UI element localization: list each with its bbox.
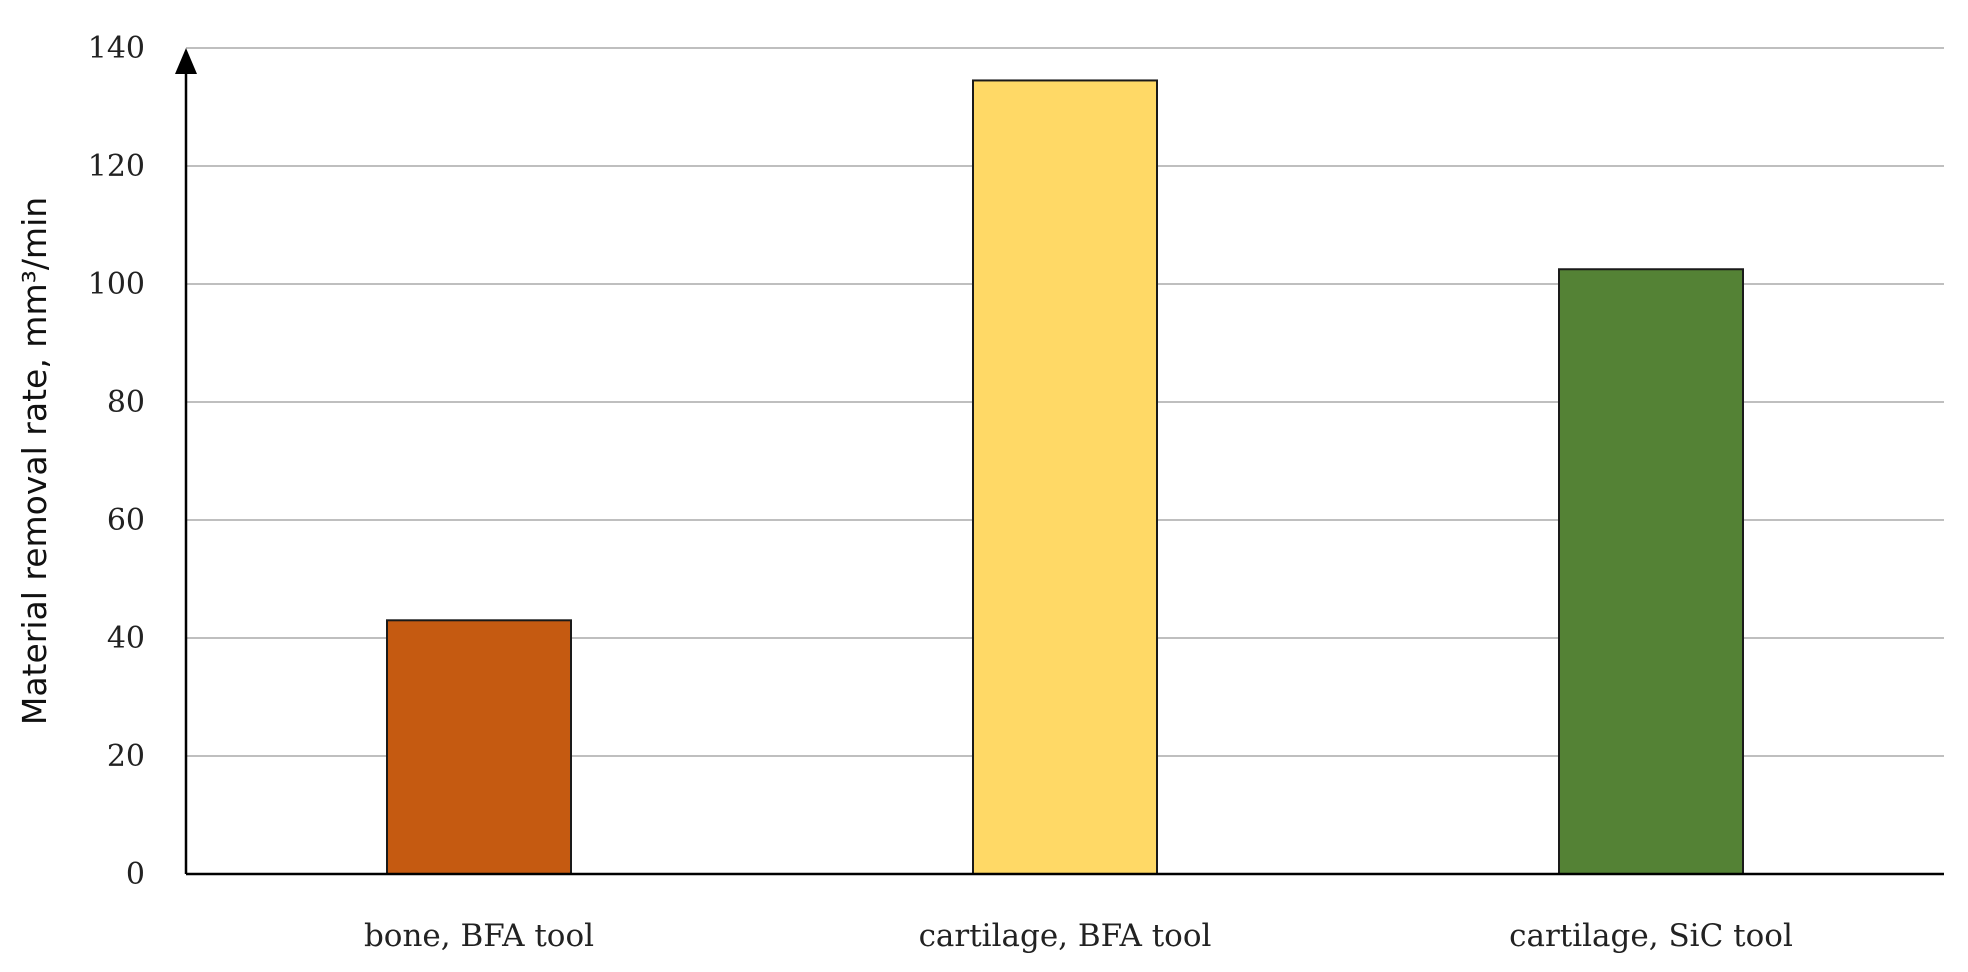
- y-axis-arrow-icon: [175, 48, 197, 74]
- y-tick-label: 120: [88, 149, 145, 184]
- y-tick-label: 140: [88, 31, 145, 66]
- bar-2: [972, 79, 1158, 875]
- y-axis-title: Material removal rate, mm³/min: [15, 197, 54, 725]
- y-tick-label: 40: [107, 621, 145, 656]
- x-tick-label: bone, BFA tool: [364, 918, 594, 954]
- bar-3: [1558, 268, 1744, 875]
- y-tick-label: 100: [88, 267, 145, 302]
- y-tick-label: 0: [126, 857, 145, 892]
- bars: [386, 79, 1744, 875]
- x-tick-label: cartilage, SiC tool: [1509, 918, 1793, 954]
- axes: [175, 48, 1944, 876]
- bar-1: [386, 619, 572, 875]
- y-tick-labels: 0 20 40 60 80 100 120 140: [88, 31, 145, 892]
- y-tick-label: 60: [107, 503, 145, 538]
- x-tick-label: cartilage, BFA tool: [919, 918, 1212, 954]
- y-tick-label: 20: [107, 739, 145, 774]
- y-tick-label: 80: [107, 385, 145, 420]
- x-category-labels: bone, BFA tool cartilage, BFA tool cartila…: [364, 918, 1793, 954]
